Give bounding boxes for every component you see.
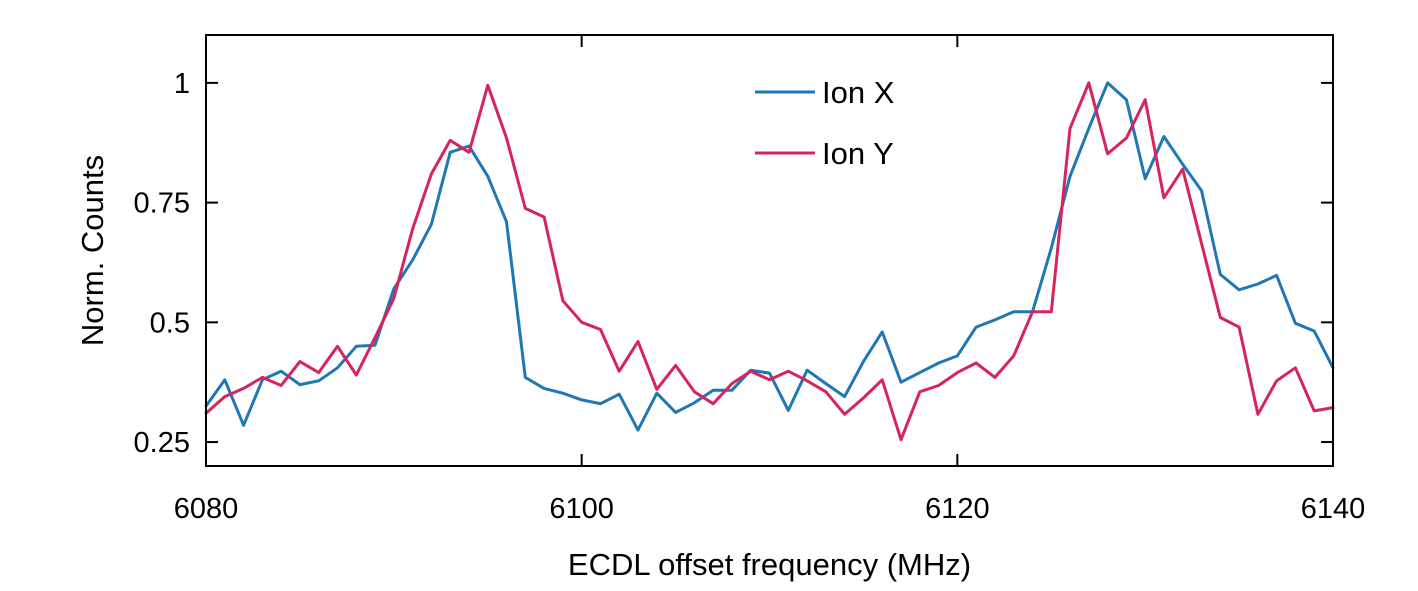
y-tick-label: 0.75 xyxy=(134,188,190,220)
x-axis-title: ECDL offset frequency (MHz) xyxy=(568,547,971,582)
y-tick-labels: 0.25 0.5 0.75 1 xyxy=(134,68,190,459)
tick-marks xyxy=(205,35,1334,466)
plot-frame xyxy=(205,34,1334,467)
x-tick-label: 6080 xyxy=(174,493,239,525)
x-tick-label: 6100 xyxy=(549,493,614,525)
y-tick-label: 0.25 xyxy=(134,427,190,459)
series-lines xyxy=(204,81,1335,442)
y-tick-label: 1 xyxy=(174,68,190,100)
x-tick-labels: 6080 6100 6120 6140 xyxy=(174,493,1366,525)
legend: Ion X Ion Y xyxy=(755,75,895,171)
x-tick-label: 6140 xyxy=(1301,493,1366,525)
y-tick-label: 0.5 xyxy=(150,307,190,339)
series-line-ion-y xyxy=(204,81,1335,442)
y-axis-title: Norm. Counts xyxy=(75,155,110,346)
legend-label: Ion Y xyxy=(822,136,894,171)
legend-label: Ion X xyxy=(822,75,895,110)
x-tick-label: 6120 xyxy=(925,493,990,525)
series-line-ion-x xyxy=(204,81,1335,432)
